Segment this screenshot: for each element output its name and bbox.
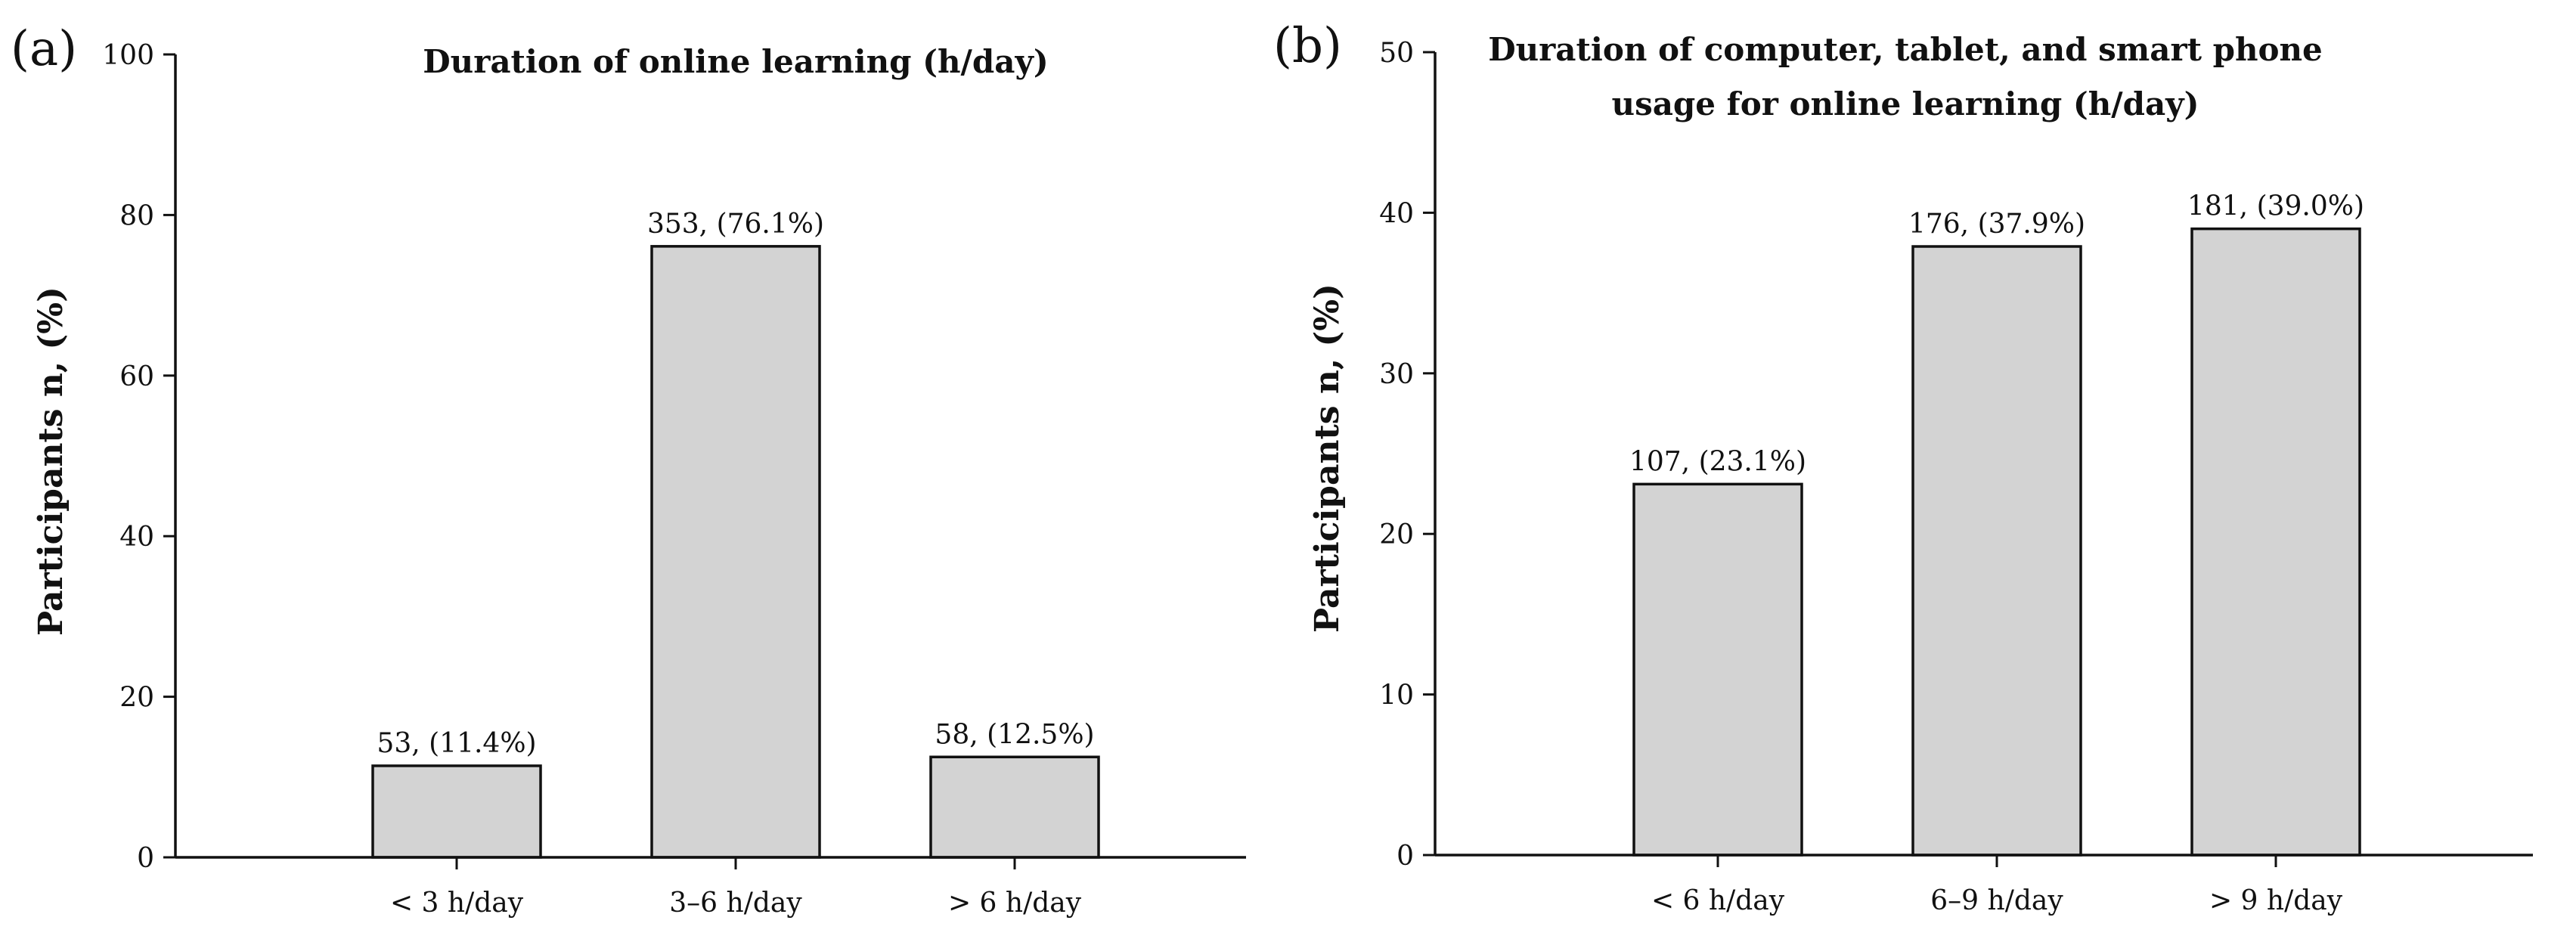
x-tick-label: 3–6 h/day	[669, 888, 802, 919]
chart-panel-b: (b) Duration of computer, tablet, and sma…	[1273, 18, 2533, 916]
chart-panel-a: (a) Duration of online learning (h/day) Pa…	[11, 21, 1246, 919]
y-tick-label: 0	[1396, 841, 1414, 872]
y-tick-label: 100	[102, 40, 154, 71]
data-label: 353, (76.1%)	[647, 209, 824, 240]
bar	[650, 245, 821, 859]
bar	[371, 764, 542, 859]
y-axis-label: Participants n, (%)	[32, 287, 70, 636]
y-tick-label: 20	[1379, 519, 1414, 550]
y-axis-label: Participants n, (%)	[1308, 284, 1347, 633]
x-tick-label: 6–9 h/day	[1930, 885, 2063, 916]
data-label: 181, (39.0%)	[2187, 191, 2364, 222]
y-tick-label: 0	[137, 843, 154, 874]
panel-letter: (a)	[11, 21, 77, 77]
x-tick-label: < 3 h/day	[390, 888, 524, 919]
y-tick-label: 50	[1379, 38, 1414, 69]
y-tick-label: 20	[119, 683, 154, 714]
y-tick-label: 30	[1379, 359, 1414, 390]
y-tick-label: 40	[119, 522, 154, 553]
x-tick-label: < 6 h/day	[1651, 885, 1785, 916]
bar	[1632, 482, 1803, 857]
chart-title-line: usage for online learning (h/day)	[1612, 85, 2199, 122]
panel-letter: (b)	[1273, 18, 1342, 74]
chart-title-line: Duration of online learning (h/day)	[423, 43, 1049, 80]
y-tick-label: 60	[119, 361, 154, 392]
x-tick-label: > 9 h/day	[2209, 885, 2343, 916]
y-tick-label: 80	[119, 200, 154, 231]
y-tick-label: 10	[1379, 680, 1414, 711]
y-tick-label: 40	[1379, 198, 1414, 229]
data-label: 176, (37.9%)	[1908, 209, 2085, 240]
x-tick-label: > 6 h/day	[948, 888, 1082, 919]
data-label: 58, (12.5%)	[935, 719, 1094, 750]
data-label: 107, (23.1%)	[1629, 446, 1806, 477]
data-label: 53, (11.4%)	[377, 728, 536, 759]
bar	[929, 755, 1100, 859]
bar	[1911, 245, 2082, 857]
bar	[2190, 227, 2361, 857]
chart-title-line: Duration of computer, tablet, and smart …	[1488, 31, 2323, 68]
